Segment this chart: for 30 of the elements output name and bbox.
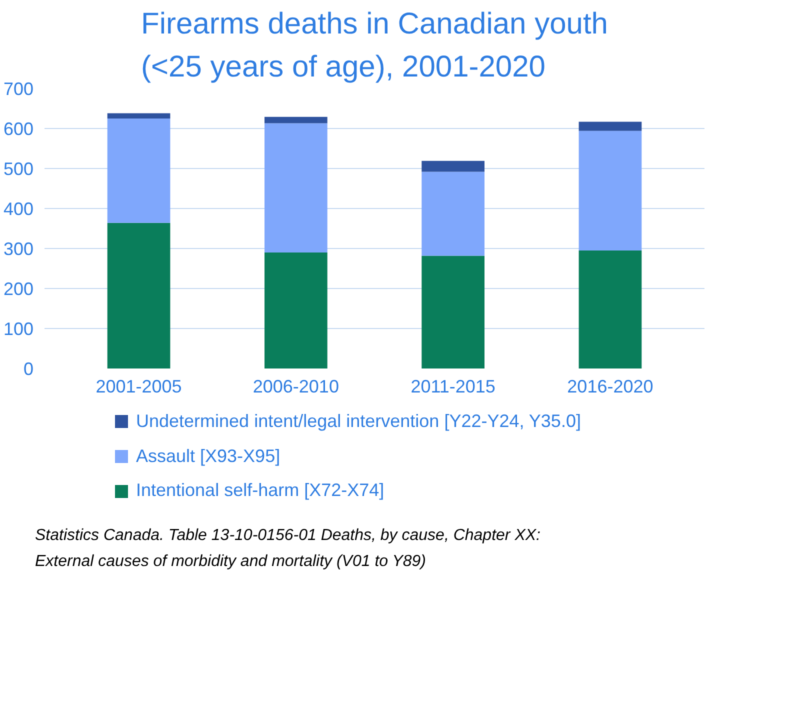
bar <box>107 113 170 118</box>
x-tick-label: 2006-2010 <box>252 376 339 396</box>
chart-title: Firearms deaths in Canadian youth (<25 years of age), 2001-2020 <box>141 8 608 84</box>
y-tick-label: 300 <box>3 239 34 259</box>
bar <box>578 250 642 368</box>
text: External causes of morbidity and mortality (V01 to Y89) <box>35 552 426 570</box>
y-tick-label: 200 <box>3 279 34 299</box>
text: Statistics Canada. Table 13-10-0156-01 Deaths, by cause, Chapter XX: <box>35 527 540 544</box>
legend-label: Assault [X93-X95] <box>136 444 280 468</box>
y-tick-label: 100 <box>3 319 34 339</box>
y-tick-label: 600 <box>3 119 34 139</box>
bar <box>264 116 328 124</box>
bar <box>578 130 642 250</box>
bar <box>422 256 484 368</box>
legend-label: Intentional self-harm [X72-X74] <box>136 479 384 502</box>
bar <box>107 118 170 223</box>
bar <box>578 122 642 131</box>
bar <box>422 172 484 256</box>
bar <box>422 160 484 172</box>
legend-label: Undetermined intent/legal intervention [Y22-Y24, Y35.0] <box>136 410 581 433</box>
bar <box>264 252 328 368</box>
bar <box>107 222 170 368</box>
x-tick-label: 2016-2020 <box>567 376 654 396</box>
y-tick-label: 700 <box>3 79 34 99</box>
y-tick-label: 400 <box>3 199 34 219</box>
x-tick-label: 2001-2005 <box>96 376 182 396</box>
y-tick-label: 0 <box>23 359 34 379</box>
bar <box>264 123 328 252</box>
x-tick-label: 2011-2015 <box>410 376 496 396</box>
y-tick-label: 500 <box>3 159 34 179</box>
